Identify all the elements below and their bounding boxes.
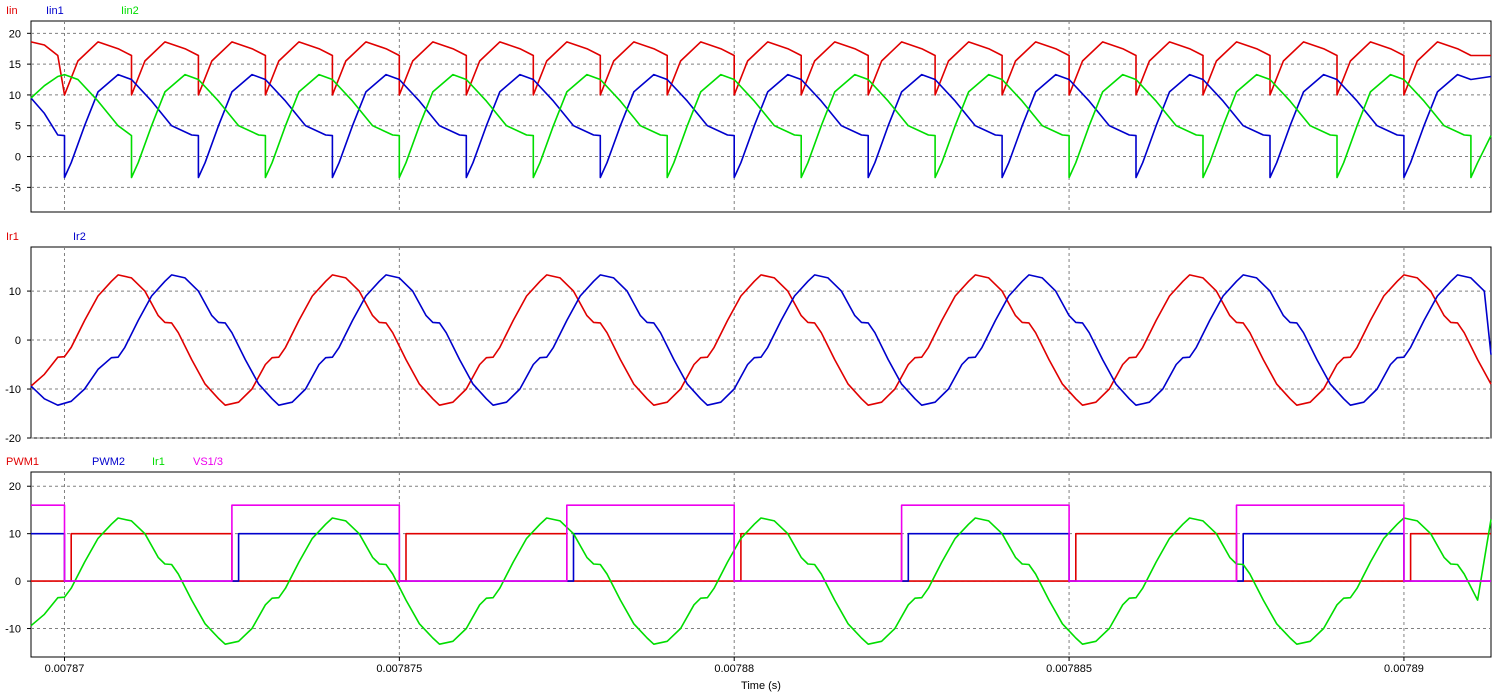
legend-label: Iin [6, 5, 18, 17]
plot-area [30, 471, 1492, 658]
x-axis-label: Time (s) [741, 680, 781, 692]
y-tick-label: 20 [9, 481, 21, 493]
panel-2: -20 -10 0 10 Ir1 Ir2 [5, 231, 1492, 445]
y-tick-label: 10 [9, 529, 21, 541]
legend-label: VS1/3 [193, 456, 223, 468]
legend-label: Iin1 [46, 5, 64, 17]
x-tick-label: 0.00787 [45, 663, 85, 675]
y-tick-label: 20 [9, 28, 21, 40]
series-line-ir2 [30, 274, 1492, 407]
y-tick-label: 0 [15, 335, 21, 347]
y-tick-label: 0 [15, 152, 21, 164]
y-tick-label: 0 [15, 576, 21, 588]
x-tick-label: 0.00788 [714, 663, 754, 675]
series-line-iin1 [30, 73, 1492, 179]
x-tick-label: 0.007885 [1046, 663, 1092, 675]
series-line-ir1 [30, 517, 1492, 646]
legend-label: Ir2 [73, 231, 86, 243]
legend-label: Ir1 [6, 231, 19, 243]
y-tick-label: -10 [5, 624, 21, 636]
plot-area [30, 20, 1492, 213]
y-tick-label: 10 [9, 90, 21, 102]
series-line-ir1 [30, 274, 1492, 407]
legend-label: PWM1 [6, 456, 39, 468]
panel-1: -5 0 5 10 15 20 Iin Iin1 Iin2 [6, 5, 1492, 213]
x-tick-label: 0.007875 [376, 663, 422, 675]
y-tick-label: 5 [15, 121, 21, 133]
series-line-iin [30, 41, 1491, 96]
x-tick-label: 0.00789 [1384, 663, 1424, 675]
panel-3: -10 0 10 20 PWM1 PWM2 Ir1 VS1/3 0.00787 0.007875 0… [5, 456, 1492, 692]
series-line-vs1-3 [31, 504, 1491, 582]
legend-label: Iin2 [121, 5, 139, 17]
y-tick-label: -10 [5, 384, 21, 396]
plot-area [30, 246, 1492, 439]
y-tick-label: 10 [9, 286, 21, 298]
y-tick-label: 15 [9, 59, 21, 71]
y-tick-label: -20 [5, 433, 21, 445]
legend-label: Ir1 [152, 456, 165, 468]
legend-label: PWM2 [92, 456, 125, 468]
series-line-iin2 [30, 73, 1492, 179]
y-tick-label: -5 [11, 182, 21, 194]
